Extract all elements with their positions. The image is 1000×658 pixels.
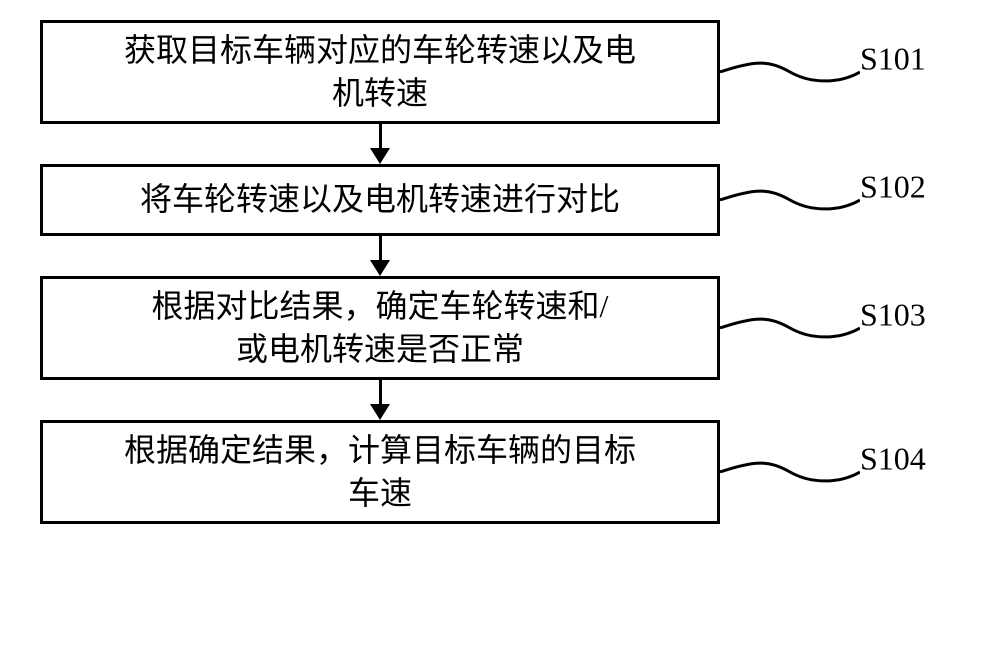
step-text: 根据确定结果，计算目标车辆的目标 车速 bbox=[124, 429, 636, 515]
step-row-s102: 将车轮转速以及电机转速进行对比 S102 bbox=[40, 164, 960, 236]
step-box-s102: 将车轮转速以及电机转速进行对比 bbox=[40, 164, 720, 236]
step-row-s103: 根据对比结果，确定车轮转速和/ 或电机转速是否正常 S103 bbox=[40, 276, 960, 380]
step-text: 将车轮转速以及电机转速进行对比 bbox=[140, 178, 620, 221]
arrow-down-s101 bbox=[40, 124, 720, 164]
step-label-s102: S102 bbox=[860, 169, 926, 206]
wave-connector-s101 bbox=[720, 55, 860, 89]
arrow-down-s102 bbox=[40, 236, 720, 276]
step-text: 获取目标车辆对应的车轮转速以及电 机转速 bbox=[124, 29, 636, 115]
step-row-s104: 根据确定结果，计算目标车辆的目标 车速 S104 bbox=[40, 420, 960, 524]
wave-connector-s102 bbox=[720, 183, 860, 217]
step-row-s101: 获取目标车辆对应的车轮转速以及电 机转速 S101 bbox=[40, 20, 960, 124]
step-label-s103: S103 bbox=[860, 297, 926, 334]
wave-connector-s103 bbox=[720, 311, 860, 345]
step-box-s103: 根据对比结果，确定车轮转速和/ 或电机转速是否正常 bbox=[40, 276, 720, 380]
flowchart-container: 获取目标车辆对应的车轮转速以及电 机转速 S101 将车轮转速以及电机转速进行对比 S… bbox=[40, 20, 960, 524]
step-label-s104: S104 bbox=[860, 441, 926, 478]
wave-connector-s104 bbox=[720, 455, 860, 489]
step-text: 根据对比结果，确定车轮转速和/ 或电机转速是否正常 bbox=[152, 285, 609, 371]
step-label-s101: S101 bbox=[860, 41, 926, 78]
arrow-down-s103 bbox=[40, 380, 720, 420]
step-box-s104: 根据确定结果，计算目标车辆的目标 车速 bbox=[40, 420, 720, 524]
step-box-s101: 获取目标车辆对应的车轮转速以及电 机转速 bbox=[40, 20, 720, 124]
